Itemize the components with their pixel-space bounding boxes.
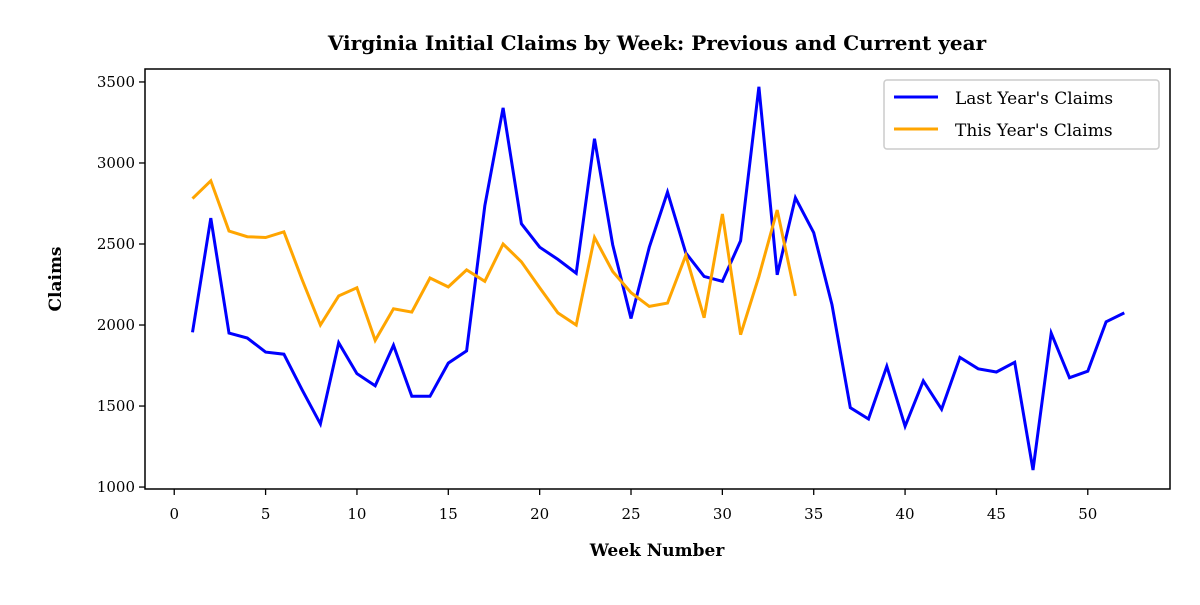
y-tick-label: 1500 bbox=[97, 397, 135, 415]
plot-frame bbox=[144, 68, 1171, 490]
y-tick-label: 2500 bbox=[97, 235, 135, 253]
y-tick-label: 3000 bbox=[97, 154, 135, 172]
series-lines bbox=[191, 86, 1125, 471]
x-tick-label: 0 bbox=[169, 505, 179, 523]
y-tick-label: 2000 bbox=[97, 316, 135, 334]
x-tick-label: 35 bbox=[804, 505, 823, 523]
x-tick-label: 30 bbox=[713, 505, 732, 523]
x-axis: 0 5 10 15 20 25 30 35 40 45 50 bbox=[169, 489, 1097, 523]
x-tick-label: 20 bbox=[530, 505, 549, 523]
y-axis-label: Claims bbox=[46, 246, 66, 311]
y-tick-label: 1000 bbox=[97, 478, 135, 496]
series-line-last-year bbox=[191, 86, 1125, 471]
legend-label-this-year: This Year's Claims bbox=[955, 121, 1113, 141]
legend: Last Year's Claims This Year's Claims bbox=[883, 79, 1160, 150]
x-tick-label: 5 bbox=[261, 505, 271, 523]
x-tick-label: 10 bbox=[347, 505, 366, 523]
series-line-this-year bbox=[191, 178, 797, 344]
legend-box bbox=[883, 79, 1160, 150]
x-tick-label: 25 bbox=[621, 505, 640, 523]
x-tick-label: 40 bbox=[896, 505, 915, 523]
x-tick-label: 15 bbox=[439, 505, 458, 523]
chart-title: Virginia Initial Claims by Week: Previou… bbox=[327, 31, 987, 55]
y-axis: 1000 1500 2000 2500 3000 3500 bbox=[97, 73, 145, 496]
x-axis-label: Week Number bbox=[589, 541, 726, 561]
x-tick-label: 45 bbox=[987, 505, 1006, 523]
x-tick-label: 50 bbox=[1078, 505, 1097, 523]
legend-label-last-year: Last Year's Claims bbox=[955, 89, 1113, 109]
y-tick-label: 3500 bbox=[97, 73, 135, 91]
